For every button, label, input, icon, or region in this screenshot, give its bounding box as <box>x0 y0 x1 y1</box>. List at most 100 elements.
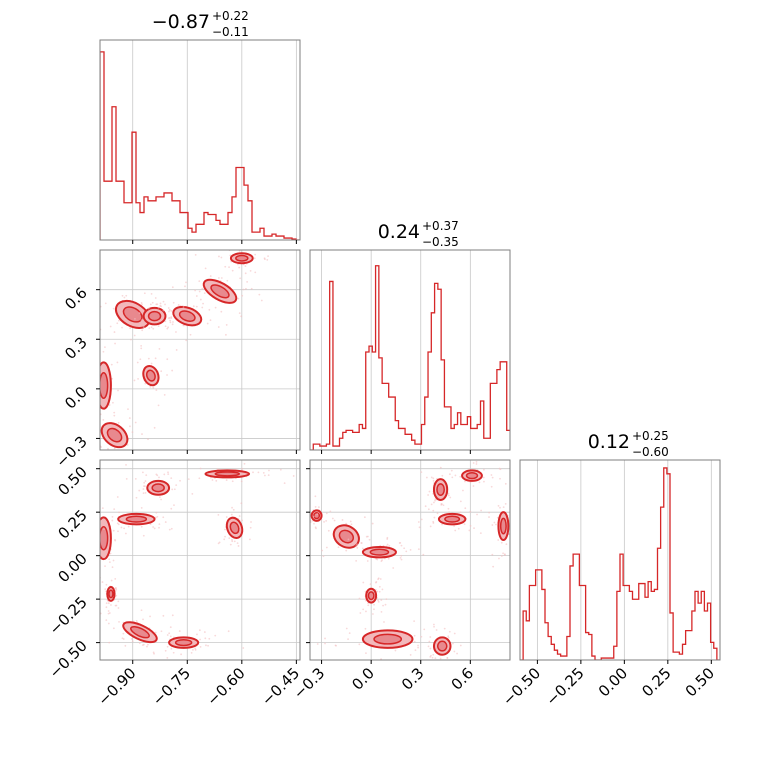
sample-point <box>167 473 170 475</box>
sample-point <box>231 480 234 483</box>
sample-point <box>170 647 173 650</box>
sample-point <box>192 305 195 308</box>
sample-point <box>447 635 450 638</box>
sample-point <box>230 513 233 516</box>
sample-point <box>173 504 175 507</box>
sample-point <box>454 529 457 532</box>
sample-point <box>387 557 390 560</box>
sample-point <box>164 303 166 306</box>
sample-point <box>440 503 443 506</box>
sample-point <box>224 535 226 538</box>
sample-point <box>117 607 120 609</box>
sample-point <box>115 594 118 597</box>
sample-point <box>472 462 475 464</box>
sample-point <box>453 632 456 635</box>
contour-inner <box>499 517 507 535</box>
sample-point <box>384 603 387 606</box>
sample-point <box>123 527 126 530</box>
sample-point <box>171 614 174 617</box>
sample-point <box>117 530 119 533</box>
sample-point <box>108 641 111 644</box>
sample-point <box>169 635 172 638</box>
sample-point <box>424 505 427 508</box>
sample-point <box>322 555 325 558</box>
sample-point <box>380 560 383 563</box>
sample-point <box>92 393 94 395</box>
sample-point <box>101 581 104 583</box>
x-tick-label: −0.90 <box>94 664 139 709</box>
sample-point <box>121 326 123 329</box>
sample-point <box>245 287 247 290</box>
sample-point <box>152 651 155 654</box>
sample-point <box>122 632 125 635</box>
sample-point <box>420 635 423 638</box>
x-tick-label: −0.50 <box>499 664 544 709</box>
sample-point <box>166 358 169 361</box>
sample-point <box>240 480 243 483</box>
sample-point <box>365 652 367 655</box>
sample-point <box>142 454 144 456</box>
sample-point <box>91 344 93 346</box>
panel-title-minus: −0.11 <box>212 25 249 39</box>
sample-point <box>157 325 160 328</box>
sample-point <box>94 535 96 537</box>
contour-inner <box>214 471 241 477</box>
sample-point <box>130 637 133 640</box>
sample-point <box>452 642 454 645</box>
sample-point <box>462 489 464 492</box>
sample-point <box>109 325 112 328</box>
sample-point <box>238 515 241 517</box>
sample-point <box>513 531 515 533</box>
sample-point <box>112 529 115 532</box>
sample-point <box>120 526 123 529</box>
sample-point <box>459 644 462 647</box>
sample-point <box>148 327 151 330</box>
sample-point <box>248 538 251 541</box>
x-tick-label: 0.6 <box>448 664 478 694</box>
sample-point <box>134 477 137 480</box>
sample-point <box>491 524 494 526</box>
sample-point <box>170 507 173 510</box>
sample-point <box>131 431 134 434</box>
sample-point <box>314 495 317 498</box>
sample-point <box>141 453 143 455</box>
x-tick-label: 0.50 <box>682 664 718 700</box>
contour-inner <box>106 427 123 443</box>
sample-point <box>231 538 233 541</box>
panel-1-1: 0.24 +0.37 −0.35 <box>309 219 511 454</box>
sample-point <box>145 474 148 477</box>
sample-point <box>209 319 212 322</box>
contour-inner <box>373 633 403 645</box>
sample-point <box>111 519 114 522</box>
sample-point <box>160 630 163 633</box>
sample-point <box>202 302 204 305</box>
histogram-step <box>520 467 720 660</box>
sample-point <box>248 245 250 247</box>
sample-point <box>237 545 240 547</box>
sample-point <box>166 645 169 648</box>
sample-point <box>459 511 462 514</box>
sample-point <box>432 661 434 663</box>
sample-point <box>139 323 142 326</box>
sample-point <box>228 266 230 269</box>
sample-point <box>333 519 336 522</box>
sample-point <box>239 277 242 280</box>
sample-point <box>435 629 438 631</box>
sample-point <box>168 308 171 311</box>
sample-point <box>267 255 269 258</box>
sample-point <box>116 361 119 364</box>
sample-point <box>142 492 145 495</box>
panel-2-1: −0.3 0.0 0.3 0.6 <box>290 459 515 703</box>
sample-point <box>377 599 379 602</box>
sample-point <box>105 583 108 586</box>
sample-point <box>140 525 143 528</box>
sample-point <box>429 525 432 528</box>
sample-point <box>169 319 172 322</box>
y-tick-label: 0.50 <box>54 463 90 499</box>
sample-point <box>189 333 192 336</box>
sample-point <box>155 303 158 306</box>
contour-inner <box>436 640 448 652</box>
sample-point <box>168 528 171 531</box>
sample-point <box>231 540 234 543</box>
